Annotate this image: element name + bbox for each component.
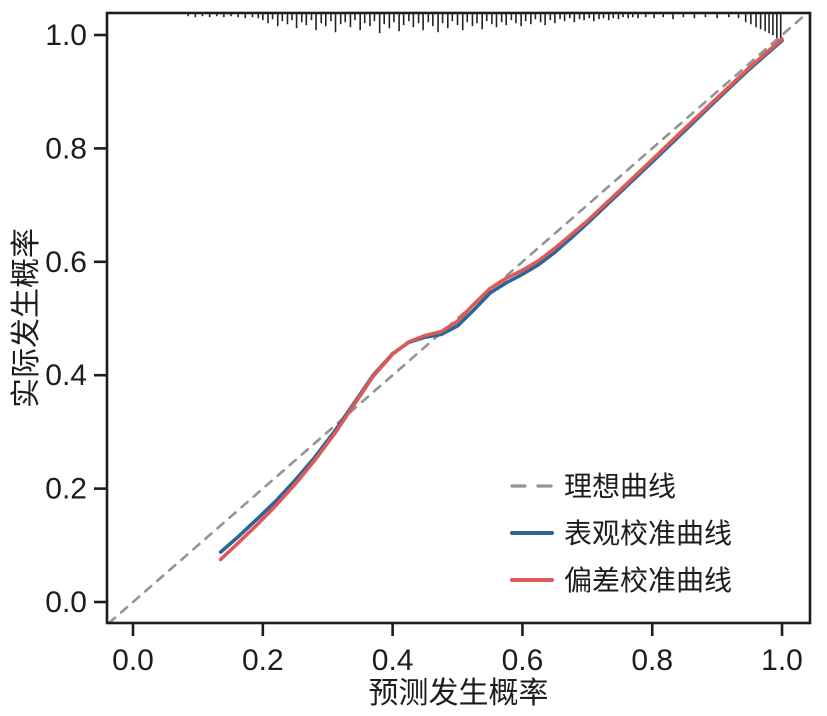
y-tick-label: 0.2	[45, 473, 87, 506]
x-axis-title: 预测发生概率	[369, 677, 549, 710]
x-tick-label: 1.0	[761, 644, 803, 677]
x-tick-label: 0.2	[242, 644, 284, 677]
y-tick-label: 1.0	[45, 19, 87, 52]
y-axis-title: 实际发生概率	[10, 228, 43, 408]
x-tick-label: 0.6	[502, 644, 544, 677]
ideal-diagonal-curve	[107, 11, 809, 625]
legend-label: 偏差校准曲线	[564, 565, 732, 596]
x-tick-label: 0.0	[112, 644, 154, 677]
y-tick-label: 0.6	[45, 246, 87, 279]
plot-border	[105, 11, 812, 625]
y-tick-label: 0.0	[45, 586, 87, 619]
legend-label: 理想曲线	[564, 471, 676, 502]
legend-label: 表观校准曲线	[564, 518, 732, 549]
x-tick-label: 0.8	[631, 644, 673, 677]
y-tick-label: 0.4	[45, 359, 87, 392]
x-tick-label: 0.4	[372, 644, 414, 677]
bias-corrected-calibration-curve	[218, 37, 784, 562]
y-tick-label: 0.8	[45, 132, 87, 165]
